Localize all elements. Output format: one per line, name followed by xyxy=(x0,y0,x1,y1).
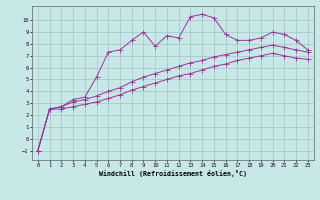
X-axis label: Windchill (Refroidissement éolien,°C): Windchill (Refroidissement éolien,°C) xyxy=(99,170,247,177)
